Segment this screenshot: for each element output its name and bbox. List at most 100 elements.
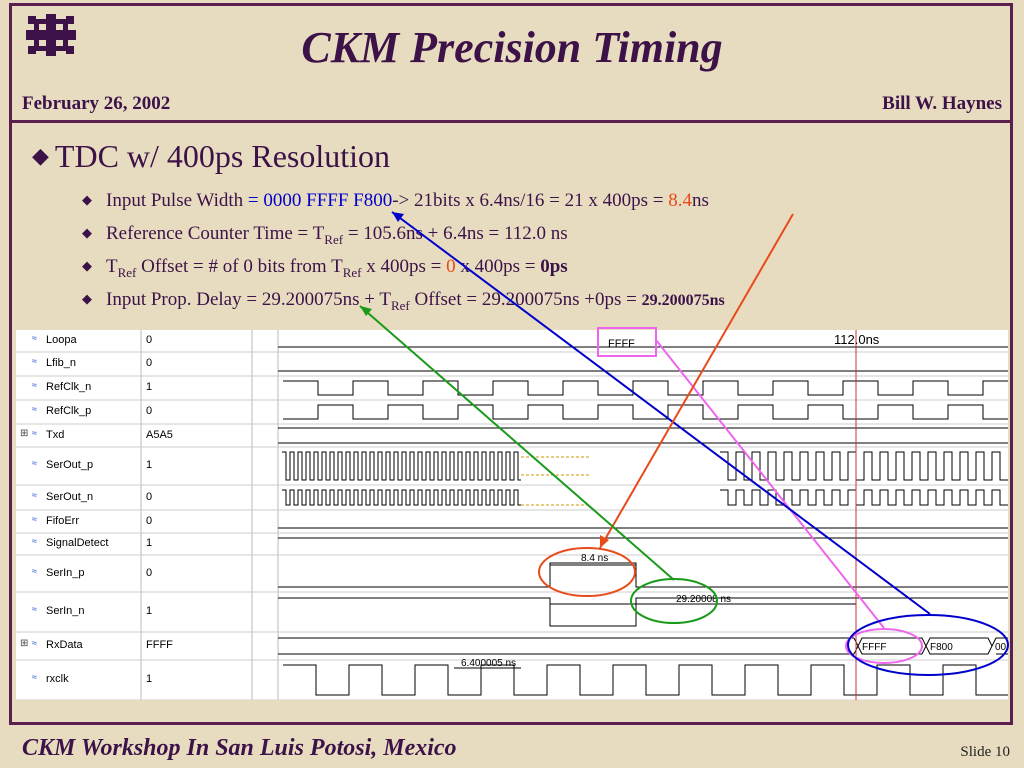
signal-name: SignalDetect <box>46 537 109 549</box>
signal-name: SerIn_p <box>46 566 85 579</box>
signal-value: 0 <box>146 357 153 369</box>
bullet-subscript: Ref <box>390 297 410 313</box>
waveform-trace <box>282 451 521 481</box>
bullet-text: x 400ps = <box>361 256 447 277</box>
signal-row[interactable]: ≈ SerIn_p 0 <box>16 562 256 586</box>
bullet-bold: 29.200075ns <box>641 292 725 309</box>
signal-row[interactable]: ≈ FifoErr 0 <box>16 510 256 534</box>
sub-bullet-prop-delay: ◆ Input Prop. Delay = 29.200075ns + TRef … <box>82 289 725 314</box>
signal-row[interactable]: ⊞ ≈ RxData FFFF <box>16 634 256 658</box>
signal-row[interactable]: ≈ rxclk 1 <box>16 668 256 692</box>
signal-row[interactable]: ≈ RefClk_p 0 <box>16 400 256 424</box>
signal-value: 0 <box>146 334 153 346</box>
slide-title: CKM Precision Timing <box>301 23 723 72</box>
diamond-bullet-icon: ◆ <box>82 225 92 240</box>
expand-icon[interactable]: ⊞ <box>20 638 29 649</box>
signal-value: 0 <box>146 490 153 503</box>
signal-icon: ≈ <box>32 604 37 614</box>
slide-number: Slide 10 <box>960 744 1010 760</box>
signal-icon: ≈ <box>32 565 37 576</box>
measure-label-6.4ns: 6.400005 ns <box>461 658 516 669</box>
signal-name: RefClk_n <box>46 381 92 393</box>
bullet-text: Offset = 29.200075ns +0ps = <box>409 289 642 310</box>
signal-icon: ≈ <box>32 536 37 546</box>
waveform-trace <box>720 489 1008 506</box>
bullet-text: Input Pulse Width <box>106 190 248 211</box>
signal-row[interactable]: ≈ SerOut_p 1 <box>16 454 256 478</box>
waveform-viewer[interactable]: 8.4 ns 29.20008 ns FFFF F800 00 6.400005 ns 11… <box>16 330 1008 700</box>
bullet-text: x 400ps = <box>455 256 541 277</box>
bullet-text: Input Prop. Delay = 29.200075ns + T <box>106 289 391 310</box>
diamond-bullet-icon: ◆ <box>82 258 92 273</box>
signal-row[interactable]: ≈ Loopa 0 <box>16 329 256 353</box>
bullet-subscript: Ref <box>342 264 362 280</box>
main-bullet: ◆ TDC w/ 400ps Resolution <box>32 138 390 175</box>
signal-value: 0 <box>146 566 153 579</box>
slide-date: February 26, 2002 <box>22 93 171 114</box>
diamond-bullet-icon: ◆ <box>82 291 92 306</box>
bullet-bold: 0ps <box>540 256 568 277</box>
waveform-trace <box>283 664 1008 696</box>
waveform-trace <box>278 562 1008 588</box>
signal-row[interactable]: ≈ SignalDetect 1 <box>16 532 256 556</box>
waveform-trace <box>282 489 521 506</box>
signal-name: Lfib_n <box>46 357 76 369</box>
ffff-label: FFFF <box>608 338 635 350</box>
measure-label-29ns: 29.20008 ns <box>676 594 731 605</box>
signal-name: rxclk <box>46 673 69 685</box>
signal-value: 1 <box>146 605 153 617</box>
fermilab-logo-icon <box>26 14 76 56</box>
main-bullet-text: TDC w/ 400ps Resolution <box>54 138 391 174</box>
signal-icon: ≈ <box>32 672 37 682</box>
signal-icon: ≈ <box>32 427 37 438</box>
signal-row[interactable]: ≈ SerIn_n 1 <box>16 600 256 624</box>
expand-icon[interactable]: ⊞ <box>20 427 29 439</box>
bullet-text: Offset = # of 0 bits from T <box>136 256 343 277</box>
rxdata-value-f800: F800 <box>930 642 953 653</box>
signal-value: 1 <box>146 381 153 393</box>
signal-row[interactable]: ≈ Lfib_n 0 <box>16 352 256 376</box>
bullet-subscript: Ref <box>117 264 137 280</box>
signal-icon: ≈ <box>32 513 37 524</box>
bullet-highlight-blue: = 0000 FFFF F800 <box>247 190 393 211</box>
measure-label-8.4ns: 8.4 ns <box>581 553 608 564</box>
signal-name: RxData <box>46 639 83 651</box>
waveform-trace <box>283 404 1008 420</box>
signal-row[interactable]: ≈ RefClk_n 1 <box>16 376 256 400</box>
signal-icon: ≈ <box>32 380 37 390</box>
diamond-bullet-icon: ◆ <box>82 192 92 207</box>
signal-icon: ≈ <box>32 458 37 468</box>
bullet-text: ns <box>691 190 709 211</box>
bullet-text: T <box>106 256 118 277</box>
diamond-bullet-icon: ◆ <box>32 143 49 168</box>
signal-name: SerOut_n <box>46 490 94 503</box>
signal-icon: ≈ <box>32 404 37 414</box>
signal-name: Loopa <box>46 334 77 346</box>
signal-value: 1 <box>146 459 153 471</box>
signal-icon: ≈ <box>32 333 37 343</box>
signal-icon: ≈ <box>32 638 37 648</box>
slide-author: Bill W. Haynes <box>882 93 1002 114</box>
rxdata-value-ffff: FFFF <box>862 642 886 653</box>
waveform-trace <box>283 380 1008 396</box>
bullet-highlight-red: 8.4 <box>668 190 692 211</box>
signal-value: A5A5 <box>146 428 173 441</box>
signal-icon: ≈ <box>32 489 37 500</box>
slide-footer: CKM Workshop In San Luis Potosi, Mexico <box>22 735 457 761</box>
sub-bullet-ref-counter: ◆ Reference Counter Time = TRef = 105.6ns… <box>82 223 568 248</box>
waveform-trace <box>720 451 1008 481</box>
signal-name: SerOut_p <box>46 459 94 471</box>
signal-value: 0 <box>146 405 153 417</box>
cursor-time-label: 112.0ns <box>834 332 880 347</box>
bullet-text: = 105.6ns + 6.4ns = 112.0 ns <box>343 223 568 244</box>
bullet-subscript: Ref <box>324 231 344 247</box>
signal-name: RefClk_p <box>46 405 92 417</box>
signal-icon: ≈ <box>32 356 37 366</box>
sub-bullet-tref-offset: ◆ TRef Offset = # of 0 bits from TRef x 4… <box>82 256 568 281</box>
header-divider <box>9 120 1013 123</box>
signal-value: 1 <box>146 537 153 549</box>
signal-value: FFFF <box>146 639 173 651</box>
signal-row[interactable]: ≈ SerOut_n 0 <box>16 486 256 510</box>
signal-row[interactable]: ⊞ ≈ Txd A5A5 <box>16 424 256 448</box>
slide-frame <box>9 3 1013 725</box>
